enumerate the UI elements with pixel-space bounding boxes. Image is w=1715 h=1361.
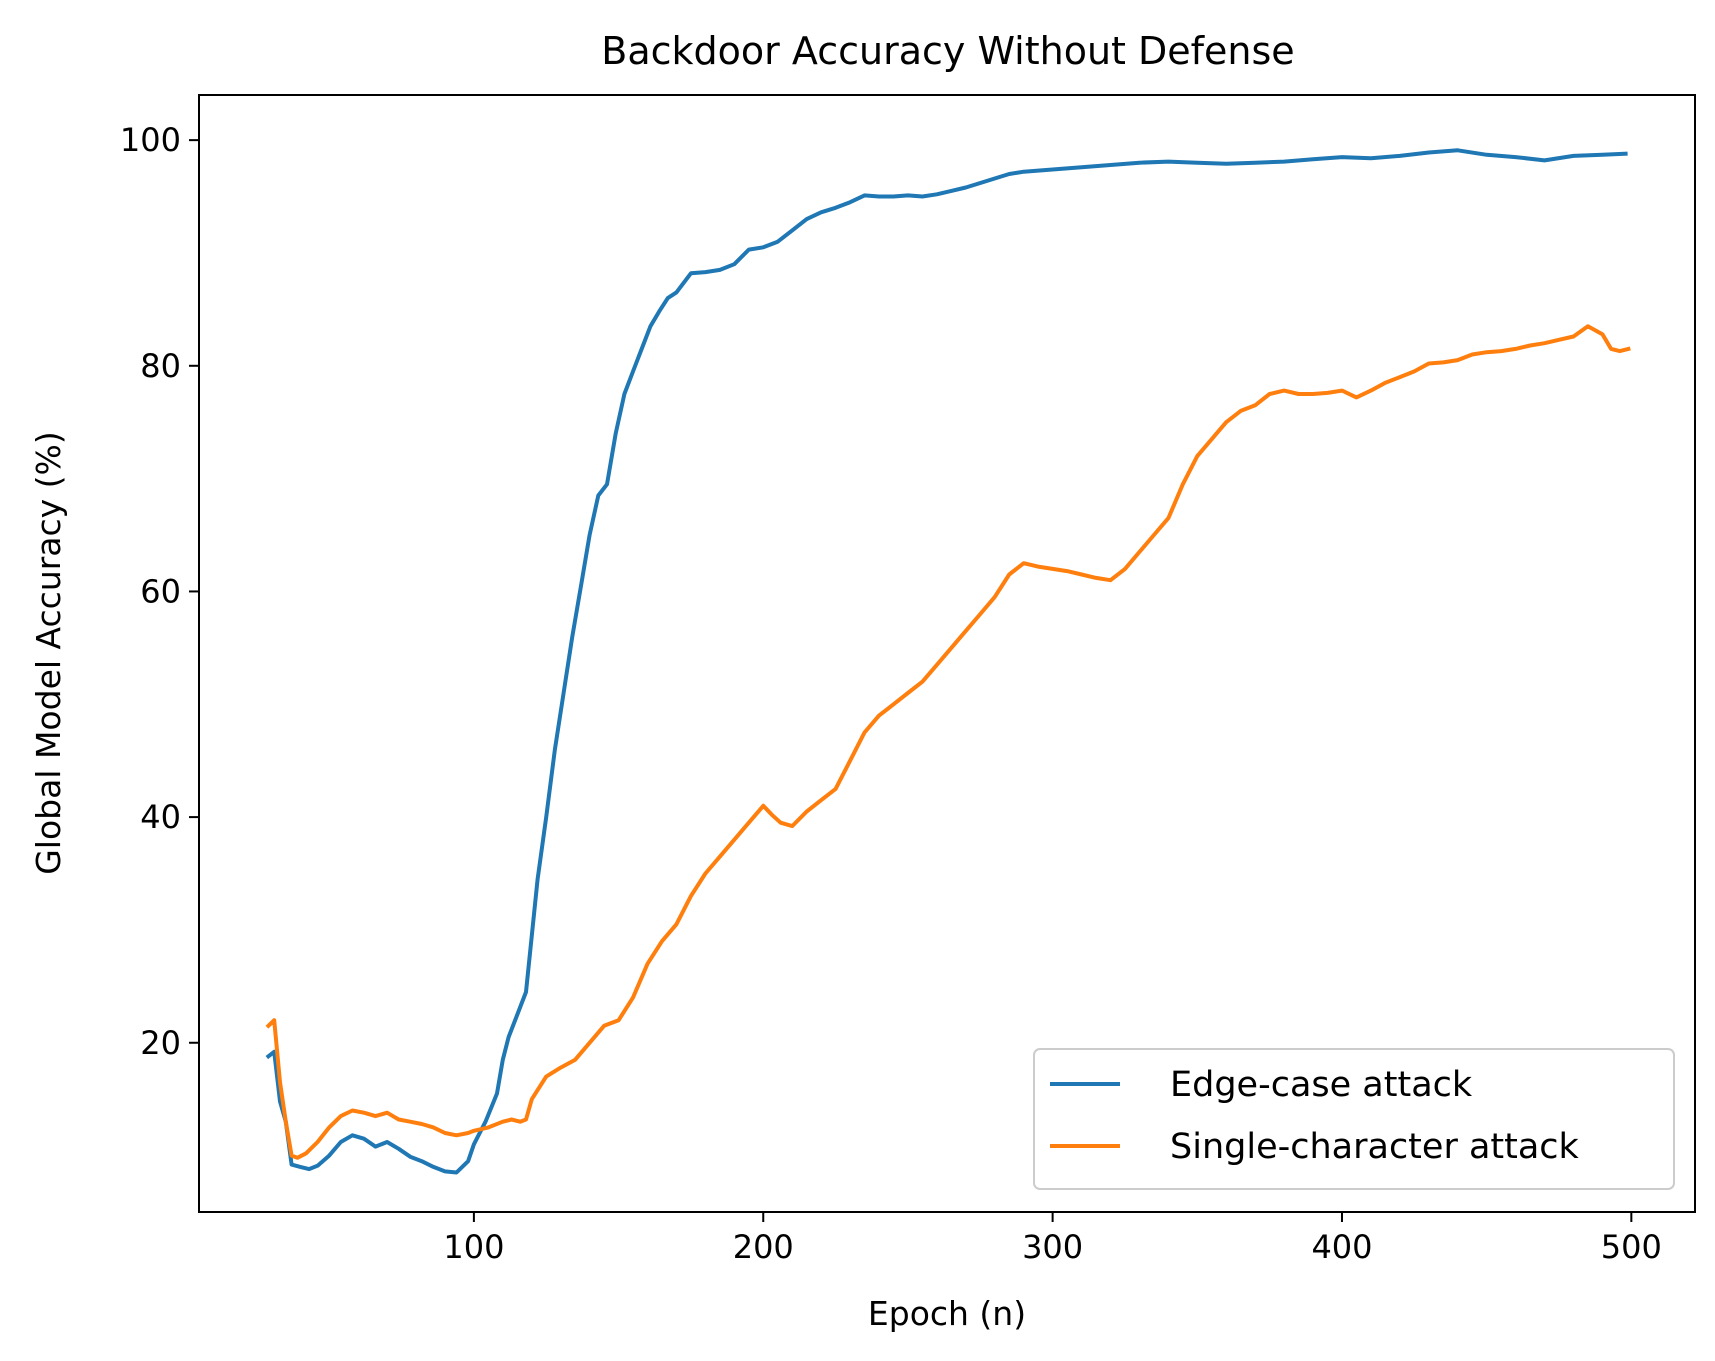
- y-tick-label: 100: [120, 121, 181, 159]
- legend-box: [1033, 1048, 1675, 1190]
- y-tick-label: 60: [140, 572, 181, 610]
- y-axis-label: Global Model Accuracy (%): [29, 431, 68, 875]
- plot-frame: [198, 94, 1696, 1213]
- legend-label-single-character: Single-character attack: [1170, 1127, 1580, 1167]
- x-tick-label: 400: [1311, 1228, 1372, 1266]
- series-line-single-character-attack: [265, 324, 1631, 1160]
- chart-title: Backdoor Accuracy Without Defense: [601, 29, 1294, 73]
- y-tick-label: 40: [140, 798, 181, 836]
- series-layer: [265, 148, 1631, 1175]
- y-axis: 20 40 60 80 100: [120, 121, 199, 1062]
- legend: Edge-case attack Single-character attack: [1033, 1048, 1675, 1190]
- y-tick-label: 20: [140, 1024, 181, 1062]
- x-tick-label: 500: [1601, 1228, 1662, 1266]
- x-tick-label: 300: [1022, 1228, 1083, 1266]
- x-axis-label: Epoch (n): [868, 1294, 1026, 1333]
- x-axis: 100 200 300 400 500: [443, 1212, 1662, 1266]
- x-tick-label: 200: [733, 1228, 794, 1266]
- legend-label-edge-case: Edge-case attack: [1170, 1065, 1473, 1105]
- x-tick-label: 100: [443, 1228, 504, 1266]
- series-line-edge-case-attack: [265, 148, 1628, 1175]
- y-tick-label: 80: [140, 347, 181, 385]
